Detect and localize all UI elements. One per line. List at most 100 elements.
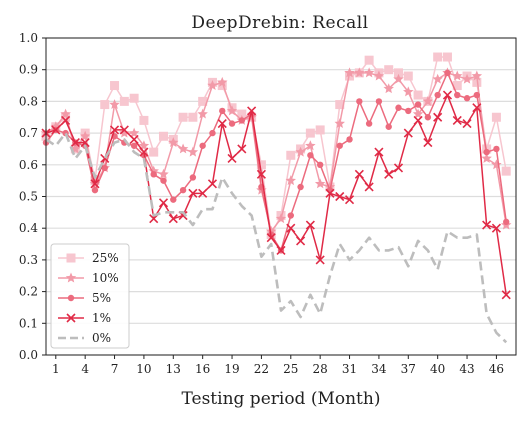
data-point-square (433, 52, 443, 62)
y-tick-label: 0.1 (19, 316, 38, 330)
data-point-x (198, 188, 208, 198)
data-point-circle (209, 129, 216, 137)
y-tick-label: 0.0 (19, 348, 38, 362)
x-tick-label: 22 (254, 362, 269, 376)
data-point-star (471, 70, 483, 81)
data-point-circle (101, 164, 108, 172)
x-tick-label: 19 (224, 362, 239, 376)
data-point-star (432, 73, 443, 84)
data-point-square (159, 131, 168, 141)
data-point-circle (199, 142, 206, 149)
data-point-x (384, 169, 394, 179)
data-point-star (461, 73, 473, 84)
x-tick-label: 1 (52, 362, 60, 376)
data-point-x (51, 125, 61, 135)
data-point-star (285, 175, 297, 186)
data-point-star (354, 67, 365, 78)
data-point-x (168, 214, 178, 224)
x-tick-label: 37 (401, 362, 416, 376)
legend-item: 10% (58, 271, 119, 285)
data-point-star (79, 130, 91, 141)
x-axis-ticks: 1 4 7 10 13 16 19 22 25 28 31 34 37 40 43 46 (52, 355, 504, 376)
data-point-circle (405, 107, 412, 115)
data-point-circle (434, 91, 441, 99)
x-tick-label: 43 (459, 362, 474, 376)
data-point-square (364, 55, 374, 65)
data-point-x (452, 115, 462, 125)
data-point-x (158, 198, 169, 208)
data-point-x (256, 169, 266, 179)
data-point-x (423, 138, 433, 148)
series-1pct (41, 90, 511, 300)
data-point-star (128, 127, 140, 138)
data-point-square (188, 112, 198, 122)
data-point-x (266, 233, 276, 243)
data-point-x (413, 115, 423, 125)
data-point-star (363, 67, 375, 78)
data-point-square (501, 166, 511, 176)
y-tick-label: 0.8 (19, 94, 38, 108)
y-tick-label: 0.4 (19, 221, 38, 235)
data-point-circle (170, 196, 177, 203)
data-point-x (344, 195, 355, 205)
data-point-circle (493, 145, 500, 153)
y-tick-label: 0.7 (19, 126, 38, 140)
x-tick-label: 46 (489, 362, 504, 376)
chart-title: DeepDrebin: Recall (191, 13, 368, 33)
data-point-x (109, 125, 120, 135)
data-point-square (110, 81, 120, 91)
data-point-square (129, 93, 139, 103)
data-point-circle (473, 91, 481, 99)
data-point-x (129, 134, 139, 145)
data-point-circle (160, 177, 167, 184)
data-point-square (61, 112, 71, 122)
data-point-circle (395, 104, 402, 111)
y-tick-label: 0.9 (19, 63, 38, 77)
data-point-circle (238, 117, 246, 124)
data-point-circle (424, 114, 432, 121)
data-point-circle (336, 142, 343, 149)
data-point-circle (483, 148, 490, 156)
data-point-star (344, 67, 355, 78)
legend-label: 5% (92, 291, 111, 305)
y-tick-label: 0.5 (19, 190, 38, 204)
data-point-x (80, 138, 90, 148)
data-point-x (237, 144, 247, 154)
data-point-circle (67, 294, 75, 302)
data-point-star (207, 80, 218, 90)
x-axis-label: Testing period (Month) (182, 389, 381, 409)
data-point-star (119, 127, 130, 138)
data-point-star (314, 178, 326, 189)
data-point-circle (150, 171, 157, 178)
data-point-square (139, 115, 149, 125)
data-point-square (315, 125, 325, 135)
data-point-x (90, 179, 100, 189)
x-tick-label: 4 (81, 362, 89, 376)
data-point-x (305, 220, 315, 230)
data-point-square (119, 96, 129, 106)
x-tick-label: 10 (136, 362, 151, 376)
data-point-square (384, 65, 394, 75)
data-point-square (442, 52, 452, 62)
data-point-square (452, 81, 462, 91)
data-point-x (364, 182, 374, 192)
data-point-x (472, 103, 482, 113)
data-point-x (491, 223, 501, 233)
data-point-x (325, 188, 335, 198)
data-point-x (296, 236, 306, 246)
data-point-circle (219, 107, 226, 115)
data-point-star (226, 105, 238, 116)
data-point-x (462, 119, 472, 129)
legend-box (50, 243, 130, 349)
data-point-star (295, 146, 306, 157)
data-point-star (187, 146, 199, 157)
data-point-x (393, 163, 404, 173)
data-point-circle (189, 174, 197, 181)
data-point-circle (346, 136, 353, 143)
data-point-x (442, 90, 453, 100)
data-point-star (334, 118, 345, 129)
data-point-circle (179, 186, 187, 194)
data-point-square (198, 96, 208, 106)
data-point-star (217, 76, 228, 87)
data-point-square (413, 90, 423, 100)
